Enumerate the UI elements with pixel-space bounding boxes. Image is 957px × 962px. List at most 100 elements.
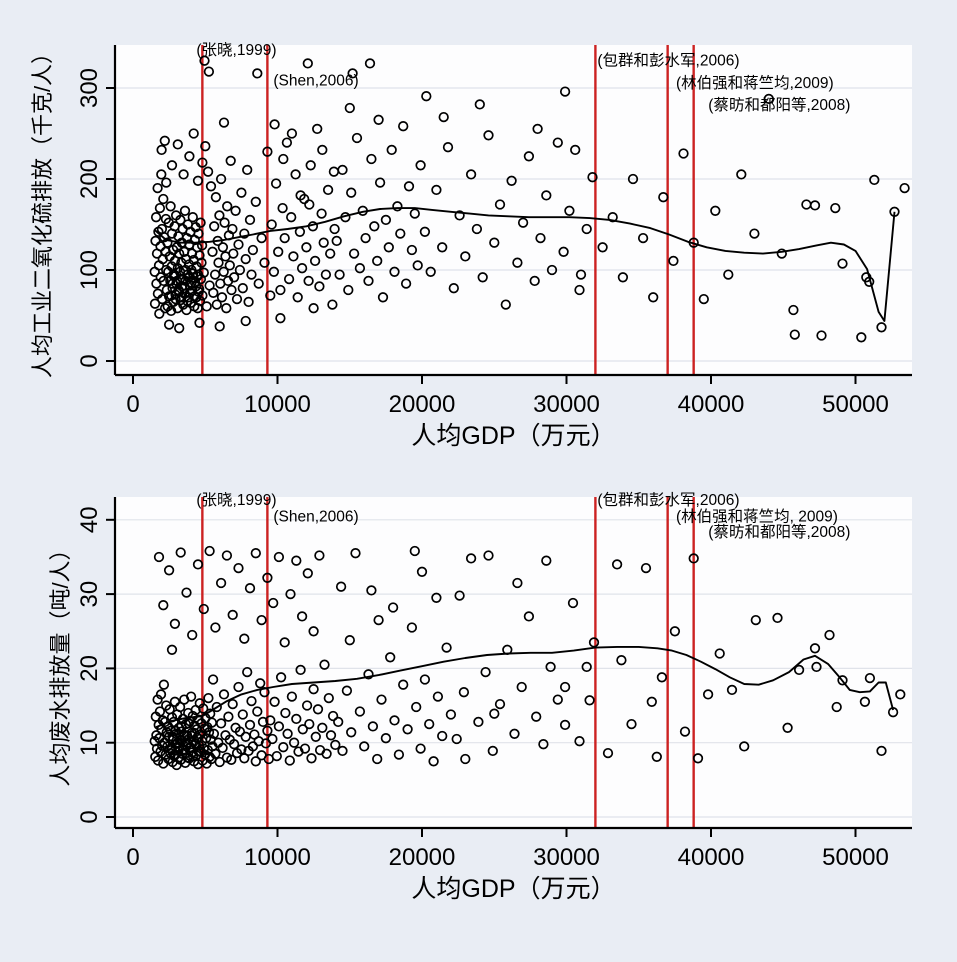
- data-point: [242, 164, 253, 176]
- data-point: [811, 661, 822, 673]
- data-point: [240, 253, 251, 265]
- axes: 0 10000 20000 30000 40000 50000 0 100 200 300: [76, 45, 912, 418]
- data-point: [837, 675, 848, 686]
- data-point: [409, 208, 420, 219]
- data-point: [441, 642, 452, 653]
- data-point: [337, 164, 348, 176]
- data-point: [763, 93, 774, 105]
- data-point: [523, 611, 535, 622]
- data-point: [387, 602, 399, 613]
- data-point: [181, 587, 192, 598]
- data-point: [295, 664, 306, 676]
- data-point: [483, 550, 494, 561]
- data-point: [899, 182, 910, 194]
- data-point: [226, 284, 237, 296]
- data-point: [265, 290, 276, 301]
- data-point: [616, 655, 627, 666]
- data-point: [477, 272, 488, 283]
- data-point: [581, 223, 592, 235]
- y-tick-label: 10: [76, 729, 103, 756]
- ref-line-labels: (张晓,1999) (Shen,2006) (包群和彭水军,2006) (林伯强和蒋竺…: [196, 41, 850, 114]
- data-point: [739, 741, 750, 752]
- data-point: [155, 746, 166, 757]
- data-point: [184, 742, 196, 753]
- data-point: [154, 202, 166, 214]
- data-point: [242, 666, 253, 678]
- data-point: [157, 740, 168, 751]
- data-point: [552, 694, 563, 705]
- data-point: [403, 181, 415, 192]
- data-point: [214, 321, 225, 332]
- data-point: [268, 597, 279, 609]
- data-point: [337, 745, 348, 757]
- data-point: [782, 722, 793, 733]
- data-point: [228, 739, 240, 750]
- data-point: [308, 626, 319, 637]
- data-point: [627, 173, 639, 185]
- data-point: [837, 258, 848, 269]
- data-point: [233, 681, 244, 693]
- data-point: [255, 678, 266, 689]
- data-point: [489, 708, 500, 719]
- data-point: [559, 86, 571, 97]
- data-point: [187, 212, 198, 223]
- data-point: [668, 255, 679, 267]
- data-point: [234, 726, 246, 737]
- data-point: [651, 751, 662, 762]
- data-point: [218, 266, 229, 277]
- data-point: [239, 228, 250, 239]
- data-point: [208, 287, 219, 298]
- data-point: [273, 721, 285, 732]
- data-point: [207, 674, 219, 685]
- data-point: [301, 242, 312, 253]
- data-point: [305, 160, 316, 171]
- data-point: [473, 716, 484, 728]
- data-point: [234, 264, 246, 276]
- data-point: [197, 157, 208, 168]
- data-point: [584, 695, 595, 706]
- data-point: [541, 190, 552, 201]
- ref-line-label: (Shen,2006): [273, 72, 358, 89]
- data-point: [224, 260, 235, 271]
- ref-line-label: (林伯强和蒋竺均,2009): [676, 74, 834, 92]
- ref-line-label: (包群和彭水军,2006): [597, 491, 739, 509]
- data-point: [316, 208, 327, 219]
- data-point: [824, 629, 835, 641]
- data-point: [500, 299, 511, 310]
- data-point: [162, 237, 173, 248]
- data-point: [194, 250, 205, 261]
- data-point: [471, 223, 483, 235]
- data-point: [372, 255, 383, 267]
- data-point: [190, 281, 202, 292]
- data-point: [290, 169, 301, 180]
- data-point: [431, 592, 442, 603]
- x-tick-label: 40000: [678, 391, 745, 418]
- data-point: [169, 618, 181, 629]
- data-point: [267, 733, 278, 745]
- data-point: [816, 330, 827, 341]
- data-point: [209, 221, 220, 232]
- data-point: [184, 151, 195, 162]
- data-point: [465, 169, 477, 180]
- data-point: [236, 187, 247, 198]
- data-point: [607, 212, 618, 223]
- data-point: [215, 577, 227, 589]
- data-point: [529, 275, 540, 287]
- data-point: [406, 622, 418, 633]
- data-point: [214, 756, 225, 768]
- data-point: [347, 68, 358, 79]
- data-point: [192, 271, 203, 282]
- data-point: [296, 263, 308, 274]
- data-point: [574, 736, 585, 747]
- so2-chart: 0 10000 20000 30000 40000 50000 0 100 200 300 人均GD…: [30, 41, 912, 450]
- data-point: [230, 205, 241, 216]
- data-point: [203, 727, 215, 738]
- data-point: [438, 111, 449, 123]
- data-point: [389, 266, 400, 277]
- data-point: [173, 752, 184, 763]
- data-point: [252, 706, 263, 717]
- data-point: [506, 175, 517, 186]
- axes: 0 10000 20000 30000 40000 50000 0 10 20 30 40: [76, 497, 912, 871]
- data-point: [213, 257, 224, 268]
